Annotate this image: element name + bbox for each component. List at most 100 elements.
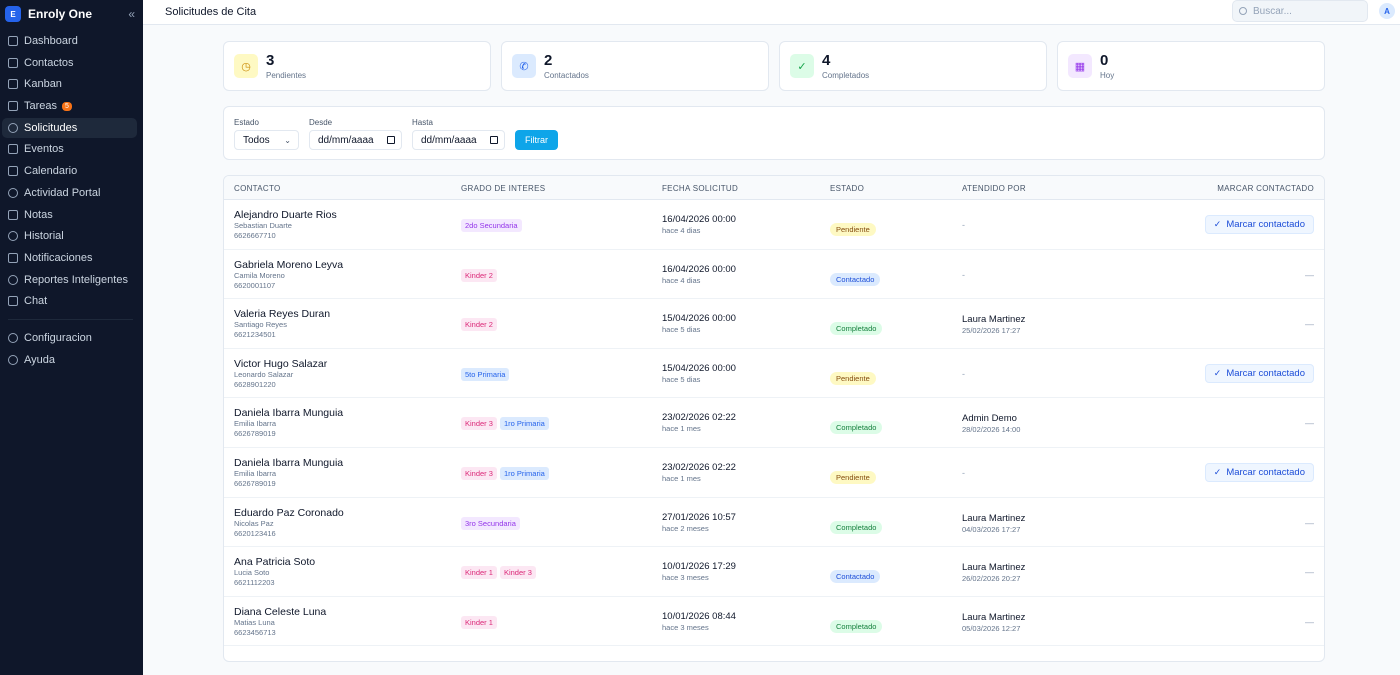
student-name: Matias Luna [234,617,275,627]
sidebar-item-label: Eventos [24,143,64,156]
request-date: 27/01/2026 10:57 [662,511,736,523]
grade-cell: 3ro Secundaria [461,516,520,530]
stat-text: 3 Pendientes [266,52,306,80]
desde-date-input[interactable]: dd/mm/aaaa [309,130,402,150]
status-cell: Completado [830,319,883,336]
notas-icon [8,209,18,220]
date-cell: 16/04/2026 00:00 hace 4 dias [662,214,736,236]
attended-date: 04/03/2026 17:27 [962,524,1021,534]
contact-name: Ana Patricia Soto [234,556,316,569]
page-title: Solicitudes de Cita [165,6,257,18]
date-cell: 27/01/2026 10:57 hace 2 meses [662,512,736,534]
grade-tag: Kinder 3 [461,467,497,480]
brand-name: Enroly One [28,7,93,21]
calendar-icon [387,136,395,144]
action-empty: — [1305,418,1314,429]
date-cell: 15/04/2026 00:00 hace 5 dias [662,363,736,385]
reportes-inteligentes-icon [8,274,18,285]
stat-value: 0 [1100,51,1109,69]
sidebar-item-calendario[interactable]: Calendario [2,161,137,181]
contact-cell: Alejandro Duarte Rios Sebastian Duarte 662… [234,209,337,241]
table-row: Ana Patricia Soto Lucia Soto 6621112203 Kin… [224,547,1324,597]
calendar-icon: ▦ [1068,54,1092,78]
column-marcar: MARCAR CONTACTADO [1217,184,1314,193]
sidebar-item-dashboard[interactable]: Dashboard [2,31,137,51]
stat-text: 0 Hoy [1100,51,1115,80]
status-badge: Completado [830,619,883,633]
mark-contacted-button[interactable]: ✓ Marcar contactado [1204,463,1314,482]
contact-name: Eduardo Paz Coronado [234,506,344,519]
requests-table: CONTACTO GRADO DE INTERES FECHA SOLICITU… [223,175,1325,662]
filters-panel: Estado Todos ⌄ Desde dd/mm/aaaa Hasta dd… [223,106,1325,160]
request-relative-time: hace 3 meses [662,622,709,632]
phone-icon: ✆ [512,54,536,78]
student-name: Camila Moreno [234,270,285,280]
grade-tag: 1ro Primaria [499,417,549,431]
sidebar-item-configuracion[interactable]: Configuracion [2,328,137,348]
search-input[interactable]: Buscar... [1232,0,1368,22]
sidebar-item-ayuda[interactable]: Ayuda [2,350,137,370]
dashboard-icon [8,36,18,46]
sidebar-item-label: Ayuda [24,353,55,366]
sidebar-item-notas[interactable]: Notas [2,205,137,225]
sidebar-item-label: Tareas [24,100,58,113]
sidebar-item-reportes-inteligentes[interactable]: Reportes Inteligentes [2,270,137,290]
status-badge: Contactado [830,272,881,286]
collapse-sidebar-icon[interactable]: « [128,7,135,21]
sidebar-item-notificaciones[interactable]: Notificaciones [2,248,137,268]
table-row: Alejandro Duarte Rios Sebastian Duarte 662… [224,200,1324,250]
stat-label: Completados [822,70,870,80]
sidebar-item-solicitudes[interactable]: Solicitudes [2,117,137,138]
contactos-icon [8,57,18,68]
student-name: Leonardo Salazar [234,369,294,379]
date-cell: 10/01/2026 08:44 hace 3 meses [662,611,736,633]
sidebar-item-chat[interactable]: Chat [2,291,137,311]
mark-contacted-button[interactable]: ✓ Marcar contactado [1204,363,1314,383]
column-contacto: CONTACTO [234,184,281,193]
date-cell: 23/02/2026 02:22 hace 1 mes [662,412,736,434]
stats-row: ◷ 3 Pendientes ✆ 2 Contactados ✓ 4 Completados ▦ 0… [223,41,1325,91]
attended-by-empty: - [962,368,965,379]
grade-tag: Kinder 3 [461,417,497,431]
filter-button[interactable]: Filtrar [515,130,558,150]
check-circle-icon: ✓ [790,54,814,78]
chat-icon [8,296,18,307]
calendar-icon [490,136,498,144]
sidebar-item-kanban[interactable]: Kanban [2,74,137,94]
contact-phone: 6621112203 [234,578,275,588]
contact-cell: Daniela Ibarra Munguia Emilia Ibarra 66267… [234,407,343,439]
request-relative-time: hace 1 mes [662,424,701,434]
contact-phone: 6626789019 [234,479,276,488]
stat-label: Hoy [1100,70,1115,80]
sidebar-item-actividad-portal[interactable]: Actividad Portal [2,183,137,203]
search-icon [1239,7,1247,15]
mark-contacted-button[interactable]: ✓ Marcar contactado [1204,215,1314,234]
estado-select[interactable]: Todos ⌄ [234,130,299,150]
student-name: Lucia Soto [234,568,270,578]
grade-cell: Kinder 1 [461,615,497,629]
sidebar-item-contactos[interactable]: Contactos [2,53,137,73]
sidebar-item-label: Calendario [24,165,78,178]
contact-cell: Eduardo Paz Coronado Nicolas Paz 662012341… [234,507,344,539]
request-date: 16/04/2026 00:00 [662,263,736,275]
contact-name: Victor Hugo Salazar [234,357,328,370]
hasta-date-input[interactable]: dd/mm/aaaa [412,130,505,150]
stat-card-completados: ✓ 4 Completados [779,41,1047,91]
sidebar-item-label: Reportes Inteligentes [24,273,128,286]
sidebar-item-historial[interactable]: Historial [2,226,137,246]
attended-by-empty: - [962,269,965,280]
check-icon: ✓ [1213,467,1222,477]
sidebar-item-eventos[interactable]: Eventos [2,139,137,159]
table-header: CONTACTO GRADO DE INTERES FECHA SOLICITU… [224,176,1324,200]
contact-phone: 6628901220 [234,379,276,389]
attended-by-name: Admin Demo [962,413,1017,425]
desde-value: dd/mm/aaaa [318,134,374,146]
stat-text: 2 Contactados [544,52,589,80]
avatar[interactable]: A [1379,3,1395,19]
request-date: 10/01/2026 08:44 [662,610,736,622]
stat-label: Contactados [544,70,589,80]
sidebar-item-tareas[interactable]: Tareas 5 [2,96,137,116]
attended-date: 25/02/2026 17:27 [962,326,1021,336]
table-row: Daniela Ibarra Munguia Emilia Ibarra 66267… [224,448,1324,498]
column-atendido: ATENDIDO POR [962,184,1026,193]
